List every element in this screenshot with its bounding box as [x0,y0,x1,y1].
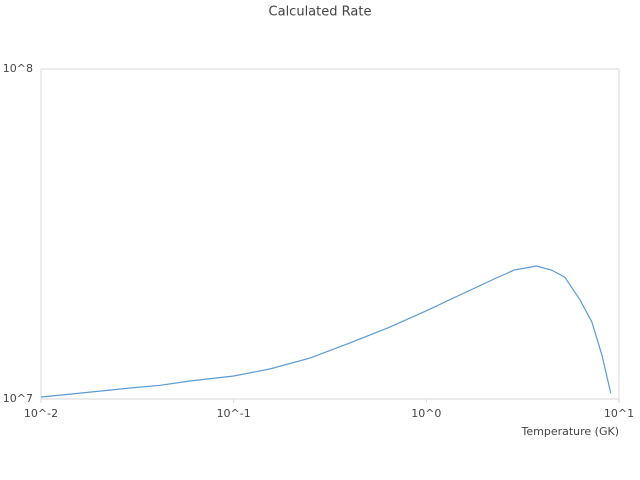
y-tick-label: 10^7 [3,392,33,405]
line-series [40,265,612,398]
chart-title: Calculated Rate [269,5,372,20]
x-axis-label: Temperature (GK) [521,425,620,438]
x-tick-label: 10^-1 [217,407,251,420]
x-tick-label: 10^1 [604,407,634,420]
x-tick-label: 10^-2 [24,407,58,420]
x-tick-label: 10^0 [411,407,441,420]
y-tick-label: 10^8 [3,62,33,75]
